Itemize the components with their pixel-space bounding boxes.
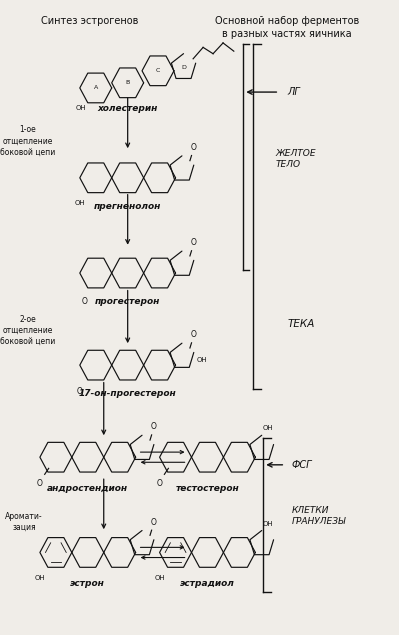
Text: прегненолон: прегненолон — [94, 202, 161, 211]
Text: ОН: ОН — [35, 575, 45, 581]
Text: О: О — [82, 297, 87, 306]
Text: ОН: ОН — [75, 200, 85, 206]
Text: ОН: ОН — [263, 521, 273, 527]
Text: прогестерон: прогестерон — [95, 297, 160, 306]
Text: О: О — [150, 518, 156, 527]
Text: ОН: ОН — [154, 575, 165, 581]
Text: эстрадиол: эстрадиол — [180, 579, 235, 588]
Text: О: О — [190, 143, 196, 152]
Text: 17-он-прогестерон: 17-он-прогестерон — [79, 389, 176, 398]
Text: О: О — [190, 238, 196, 248]
Text: ОН: ОН — [76, 105, 87, 111]
Text: 2-ое
отщепление
боковой цепи: 2-ое отщепление боковой цепи — [0, 314, 55, 346]
Text: Аромати-
зация: Аромати- зация — [5, 512, 43, 532]
Text: ОН: ОН — [196, 357, 207, 363]
Text: О: О — [77, 387, 83, 396]
Text: тестостерон: тестостерон — [176, 484, 239, 493]
Text: ОН: ОН — [263, 425, 273, 432]
Text: C: C — [156, 69, 160, 73]
Text: О: О — [37, 479, 43, 488]
Text: B: B — [126, 80, 130, 85]
Text: О: О — [150, 422, 156, 432]
Text: 1-ое
отщепление
боковой цепи: 1-ое отщепление боковой цепи — [0, 125, 55, 157]
Text: КЛЕТКИ
ГРАНУЛЕЗЫ: КЛЕТКИ ГРАНУЛЕЗЫ — [291, 505, 346, 526]
Text: ФСГ: ФСГ — [291, 460, 312, 470]
Text: D: D — [181, 65, 186, 70]
Text: ТЕКА: ТЕКА — [287, 319, 315, 329]
Text: О: О — [190, 330, 196, 339]
Text: О: О — [157, 479, 162, 488]
Text: Синтез эстрогенов: Синтез эстрогенов — [41, 16, 138, 26]
Text: эстрон: эстрон — [70, 579, 105, 588]
Text: Основной набор ферментов
в разных частях яичника: Основной набор ферментов в разных частях… — [215, 16, 359, 39]
Text: A: A — [94, 86, 98, 90]
Text: андростендион: андростендион — [47, 484, 128, 493]
Text: ЛГ: ЛГ — [287, 87, 300, 97]
Text: холестерин: холестерин — [97, 104, 158, 113]
Text: ЖЕЛТОЕ
ТЕЛО: ЖЕЛТОЕ ТЕЛО — [275, 149, 316, 169]
